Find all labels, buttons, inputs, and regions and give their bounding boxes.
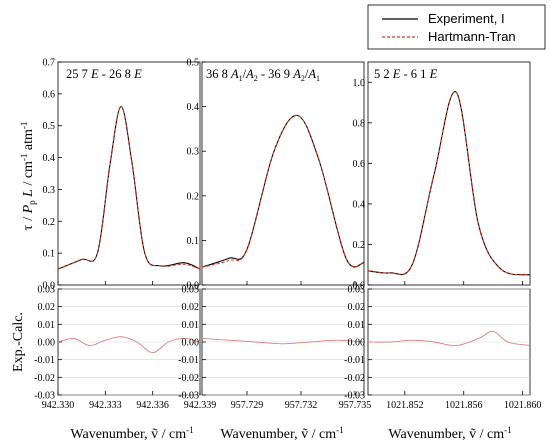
svg-text:5 2 E - 6 1 E: 5 2 E - 6 1 E bbox=[374, 67, 438, 81]
residual-ytick-label: 0.00 bbox=[182, 338, 200, 349]
panel-title-2: 36 8 A1/A2 - 36 9 A2/A1 bbox=[206, 67, 320, 83]
ytick-label: 0.0 bbox=[43, 281, 56, 292]
ytick-label: 0.1 bbox=[187, 236, 200, 247]
series-hartmann-tran bbox=[368, 91, 530, 276]
ylabel-residual: Exp.-Calc. bbox=[11, 312, 26, 372]
residual-ytick-label: 0.00 bbox=[348, 338, 366, 349]
residual-ytick-label: -0.03 bbox=[178, 391, 199, 402]
ytick-label: 0.8 bbox=[353, 118, 366, 129]
xtick-label: 1021.860 bbox=[504, 400, 542, 411]
residual-line bbox=[58, 336, 200, 354]
ytick-label: 0.2 bbox=[187, 191, 200, 202]
series-experiment bbox=[58, 106, 200, 270]
plot-area: 0.00.10.20.30.40.50.60.7-0.03-0.02-0.010… bbox=[34, 58, 541, 412]
residual-ytick-label: -0.03 bbox=[344, 391, 365, 402]
residual-ytick-label: -0.03 bbox=[34, 391, 55, 402]
ylabel-atm: atm bbox=[21, 129, 36, 154]
ytick-label: 0.3 bbox=[43, 185, 56, 196]
ytick-label: 1.0 bbox=[353, 78, 366, 89]
xtick-label: 957.732 bbox=[285, 400, 318, 411]
residual-ytick-label: 0.02 bbox=[38, 302, 56, 313]
xtick-label: 942.330 bbox=[42, 400, 75, 411]
xlabel-1: Wavenumber, ṽ / cm-1 bbox=[70, 425, 193, 442]
svg-text:τ/ Pp L / cm-1 atm-1: τ/ Pp L / cm-1 atm-1 bbox=[19, 122, 37, 231]
residual-ytick-label: 0.01 bbox=[182, 320, 200, 331]
panel-3: 0.0 0.2 0.4 0.6 0.8 1.0 -0.03 -0.02 -0.01 0.00 0.0… bbox=[344, 61, 542, 411]
ytick-label: 0.2 bbox=[353, 240, 366, 251]
panel-title-1: 25 7 E - 26 8 E bbox=[66, 67, 142, 81]
svg-text:Wavenumber, ṽ / cm-1: Wavenumber, ṽ / cm-1 bbox=[388, 425, 511, 442]
residual-ytick-label: 0.02 bbox=[182, 302, 200, 313]
xtick-label: 942.336 bbox=[136, 400, 169, 411]
residual-ytick-label: 0.02 bbox=[348, 302, 366, 313]
series-experiment bbox=[368, 91, 530, 276]
xlabel-3: Wavenumber, ṽ / cm-1 bbox=[388, 425, 511, 442]
residual-ytick-label: -0.01 bbox=[344, 355, 365, 366]
panel-title-3: 5 2 E - 6 1 E bbox=[374, 67, 438, 81]
ylabel-units: / cm bbox=[21, 161, 36, 189]
residual-ytick-label: 0.03 bbox=[182, 285, 200, 296]
ylabel-P: P bbox=[21, 204, 36, 214]
series-hartmann-tran bbox=[58, 106, 200, 270]
panel-2: 0.0 0.1 0.2 0.3 0.4 0.5 -0.03 -0.02 -0.01 0.00 0.0… bbox=[178, 58, 371, 412]
legend-box bbox=[367, 4, 546, 50]
ylabel-sep: / bbox=[21, 213, 36, 220]
xtick-label: 942.339 bbox=[184, 400, 217, 411]
spectrum-frame bbox=[367, 61, 531, 286]
ylabel-sup-1: -1 bbox=[19, 154, 29, 162]
residual-ytick-label: -0.02 bbox=[344, 373, 365, 384]
xtick-label: 942.333 bbox=[89, 400, 122, 411]
residual-ytick-label: -0.01 bbox=[178, 355, 199, 366]
ytick-label: 0.2 bbox=[43, 217, 56, 228]
svg-text:Wavenumber, ṽ / cm-1: Wavenumber, ṽ / cm-1 bbox=[220, 425, 343, 442]
ytick-label: 0.6 bbox=[43, 89, 56, 100]
residual-ytick-label: 0.01 bbox=[38, 320, 56, 331]
xtick-label: 1021.852 bbox=[386, 400, 424, 411]
residual-line bbox=[202, 338, 364, 345]
ytick-label: 0.5 bbox=[43, 121, 56, 132]
xtick-label: 957.729 bbox=[231, 400, 264, 411]
legend-label-hartmann-tran: Hartmann-Tran bbox=[428, 29, 516, 44]
series-experiment bbox=[202, 114, 364, 268]
ytick-label: 0.4 bbox=[43, 153, 56, 164]
residual-line bbox=[368, 330, 530, 347]
residual-ytick-label: -0.01 bbox=[34, 355, 55, 366]
svg-text:36 8 A1/A2 - 36 9 A2/A1: 36 8 A1/A2 - 36 9 A2/A1 bbox=[206, 67, 320, 83]
residual-ytick-label: 0.00 bbox=[38, 338, 56, 349]
ylabel-sup-2: -1 bbox=[19, 122, 29, 130]
svg-text:25 7 E - 26 8 E: 25 7 E - 26 8 E bbox=[66, 67, 142, 81]
ytick-label: 0.7 bbox=[43, 58, 56, 69]
xlabel-2: Wavenumber, ṽ / cm-1 bbox=[220, 425, 343, 442]
residual-ytick-label: 0.03 bbox=[38, 285, 56, 296]
xtick-label: 1021.856 bbox=[445, 400, 483, 411]
ylabel-L: L bbox=[21, 189, 36, 201]
ytick-label: 0.4 bbox=[187, 102, 200, 113]
ylabel-tau: τ bbox=[21, 224, 36, 230]
ytick-label: 0.0 bbox=[187, 281, 200, 292]
legend-label-experiment: Experiment, I bbox=[428, 11, 505, 26]
spectrum-frame bbox=[201, 61, 365, 286]
residual-ytick-label: 0.03 bbox=[348, 285, 366, 296]
spectrum-frame bbox=[57, 61, 201, 286]
residual-ytick-label: -0.02 bbox=[178, 373, 199, 384]
ytick-label: 0.0 bbox=[353, 281, 366, 292]
ytick-label: 0.1 bbox=[43, 249, 56, 260]
ytick-label: 0.6 bbox=[353, 159, 366, 170]
ytick-label: 0.3 bbox=[187, 147, 200, 158]
ytick-label: 0.5 bbox=[187, 58, 200, 69]
ylabel-sub-p: p bbox=[27, 200, 37, 205]
legend: Experiment, I Hartmann-Tran bbox=[367, 4, 546, 50]
residual-ytick-label: 0.01 bbox=[348, 320, 366, 331]
ytick-label: 0.4 bbox=[353, 199, 366, 210]
panel-1: 0.0 0.1 0.2 0.3 0.4 0.5 0.6 0.7 -0.03 -0.02 -0.01 0… bbox=[34, 58, 216, 412]
svg-text:Wavenumber, ṽ / cm-1: Wavenumber, ṽ / cm-1 bbox=[70, 425, 193, 442]
residual-ytick-label: -0.02 bbox=[34, 373, 55, 384]
ylabel-top: τ/ Pp L / cm-1 atm-1 bbox=[19, 122, 37, 231]
xtick-label: 957.735 bbox=[339, 400, 372, 411]
series-hartmann-tran bbox=[202, 115, 364, 268]
